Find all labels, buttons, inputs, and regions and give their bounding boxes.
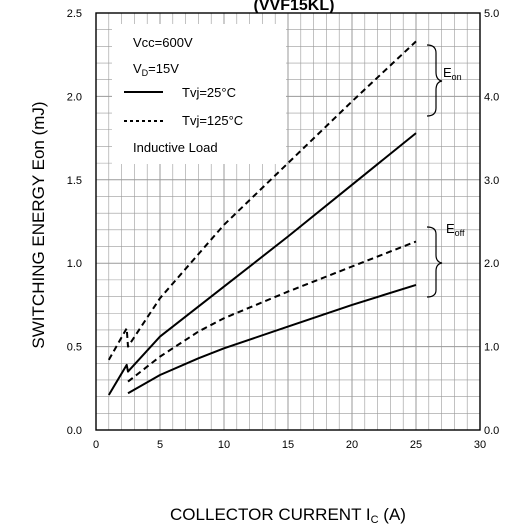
chart-title: (VVF15KL) xyxy=(254,0,335,14)
eoff-solid-series xyxy=(127,283,417,395)
y-tick-label: 1.5 xyxy=(67,175,82,187)
y2-tick-label: 1.0 xyxy=(484,342,499,354)
x-tick-label: 30 xyxy=(474,439,486,451)
x-tick-label: 10 xyxy=(218,439,230,451)
y-axis-label: SWITCHING ENERGY Eon (mJ) xyxy=(29,101,48,348)
x-axis-label: COLLECTOR CURRENT IC (A) xyxy=(170,505,406,526)
eoff-brace xyxy=(426,226,443,298)
legend-vcc: Vcc=600V xyxy=(133,35,193,50)
y2-tick-label: 5.0 xyxy=(484,8,499,20)
legend-tvj125: Tvj=125°C xyxy=(182,113,243,128)
plot-frame xyxy=(95,12,481,431)
eon-brace xyxy=(426,44,443,117)
legend-inductive-load: Inductive Load xyxy=(133,140,218,155)
y-tick-label: 1.0 xyxy=(67,258,82,270)
y-tick-label: 0.5 xyxy=(67,342,82,354)
y2-tick-label: 0.0 xyxy=(484,425,499,437)
y2-tick-label: 4.0 xyxy=(484,91,499,103)
y-tick-label: 2.5 xyxy=(67,8,82,20)
legend-box xyxy=(112,24,286,164)
chart-series xyxy=(107,40,417,396)
x-tick-label: 15 xyxy=(282,439,294,451)
y2-tick-label: 3.0 xyxy=(484,175,499,187)
eon-dashed-series xyxy=(107,40,417,361)
legend-vd: VD=15V xyxy=(133,61,179,78)
x-tick-label: 25 xyxy=(410,439,422,451)
y-tick-label: 0.0 xyxy=(67,425,82,437)
axis-ticks: 0 5 10 15 20 25 30 0.0 0.5 1.0 1.5 2.0 2.5 0.0 1.0 2.0 3… xyxy=(67,8,500,451)
eon-label: Eon xyxy=(443,65,462,82)
chart-legend: Vcc=600V VD=15V Tvj=25°C Tvj=125°C Induc… xyxy=(112,24,286,164)
eoff-label: Eoff xyxy=(446,221,465,238)
x-tick-label: 0 xyxy=(93,439,99,451)
x-tick-label: 20 xyxy=(346,439,358,451)
eon-solid-series xyxy=(107,132,417,396)
x-tick-label: 5 xyxy=(157,439,163,451)
eoff-dashed-series xyxy=(127,240,417,383)
eon-bracket: Eon xyxy=(426,44,462,117)
y-tick-label: 2.0 xyxy=(67,91,82,103)
legend-tvj25: Tvj=25°C xyxy=(182,85,236,100)
eoff-bracket: Eoff xyxy=(426,221,465,298)
y2-tick-label: 2.0 xyxy=(484,258,499,270)
